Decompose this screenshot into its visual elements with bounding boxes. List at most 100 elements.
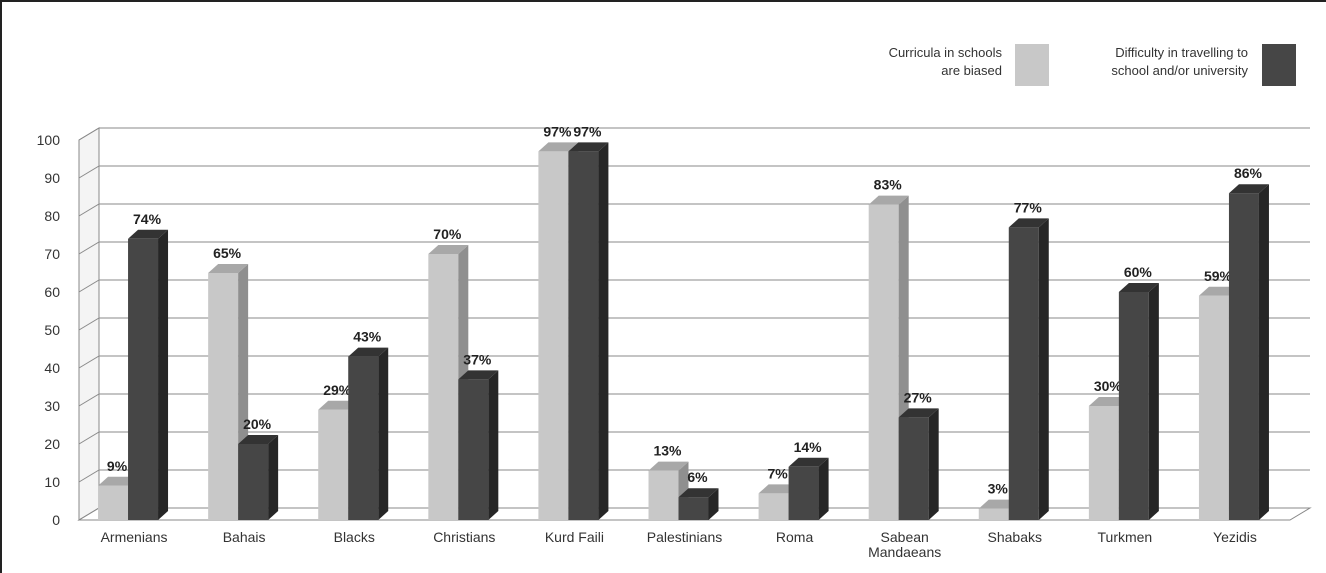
y-tick-label: 100 (37, 132, 61, 148)
bar-front (238, 444, 269, 520)
bar-top (898, 408, 939, 418)
bar-side (598, 142, 609, 520)
bar-front (538, 151, 569, 520)
legend-label-travelling: Difficulty in travelling to school and/o… (1048, 44, 1248, 80)
bar-top (678, 488, 719, 498)
x-tick-label: Armenians (101, 529, 168, 545)
bar-front (978, 508, 1009, 520)
bar-top (1228, 184, 1269, 194)
bar-top (458, 370, 499, 380)
data-label: 20% (243, 416, 272, 432)
bar-top (568, 142, 609, 152)
y-tick-label: 60 (44, 284, 60, 300)
x-tick-label: Sabean (881, 529, 929, 545)
bar-front (428, 254, 459, 520)
x-tick-label: Bahais (223, 529, 266, 545)
y-tick-label: 10 (44, 474, 60, 490)
bar-top (1008, 218, 1049, 228)
bar-side (928, 408, 939, 520)
bar-front (1198, 295, 1229, 520)
bar-top (788, 457, 829, 467)
x-tick-label: Yezidis (1213, 529, 1257, 545)
bar-side (708, 488, 719, 520)
bar-front (128, 238, 159, 521)
bar-side (378, 347, 389, 520)
data-label: 9% (107, 458, 128, 474)
bar-side (1038, 218, 1049, 520)
data-label: 74% (133, 211, 162, 227)
gridline (78, 165, 1310, 179)
data-label: 97% (573, 123, 602, 139)
bar-front (1118, 292, 1149, 520)
bar-top (648, 461, 689, 471)
data-label: 7% (767, 465, 788, 481)
bar-front (208, 273, 239, 520)
data-label: 60% (1124, 264, 1153, 280)
bar-top (208, 264, 249, 273)
bar-side (488, 370, 499, 520)
y-tick-label: 40 (44, 360, 60, 376)
data-label: 27% (904, 389, 933, 405)
bar-front (678, 497, 709, 520)
bar-front (1228, 193, 1259, 520)
bar-top (238, 435, 279, 444)
data-label: 6% (687, 469, 708, 485)
data-label: 59% (1204, 268, 1233, 284)
bar-side (268, 435, 279, 520)
legend-label-travelling-line-1: Difficulty in travelling to (1115, 45, 1248, 60)
bar-front (568, 151, 599, 520)
bar-front (788, 466, 819, 520)
data-label: 13% (653, 443, 682, 459)
bar-side (158, 229, 169, 521)
data-label: 86% (1234, 165, 1263, 181)
bar-side (1258, 184, 1269, 520)
bar-top (868, 195, 909, 205)
y-tick-label: 70 (44, 246, 60, 262)
bar-front (868, 204, 899, 520)
legend-label-curricula-line-1: Curricula in schools (888, 45, 1002, 60)
bar-side (818, 457, 829, 520)
x-tick-label: Palestinians (647, 529, 723, 545)
x-tick-label: Shabaks (988, 529, 1042, 545)
bar-front (1088, 406, 1119, 520)
y-tick-label: 30 (44, 398, 60, 414)
data-label: 43% (353, 329, 382, 345)
data-label: 14% (794, 439, 823, 455)
bar-front (758, 493, 789, 520)
bar-side (1148, 283, 1159, 520)
legend-label-travelling-line-2: school and/or university (1111, 63, 1248, 78)
legend-swatch-curricula (1015, 44, 1049, 86)
bar-front (348, 356, 379, 520)
data-label: 65% (213, 245, 242, 261)
y-tick-label: 20 (44, 436, 60, 452)
x-tick-label: Blacks (334, 529, 375, 545)
x-tick-label: Christians (433, 529, 495, 545)
data-label: 3% (988, 481, 1009, 497)
bar-front (458, 379, 489, 520)
x-tick-label: Turkmen (1098, 529, 1153, 545)
legend-label-curricula-line-2: are biased (941, 63, 1002, 78)
gridline (78, 241, 1310, 255)
bar-front (1008, 227, 1039, 520)
data-label: 77% (1014, 199, 1043, 215)
data-label: 70% (433, 226, 462, 242)
legend-label-curricula: Curricula in schools are biased (820, 44, 1002, 80)
data-label: 29% (323, 382, 352, 398)
bar-top (428, 245, 469, 254)
bar-top (128, 229, 169, 239)
gridline (78, 127, 1310, 141)
y-tick-label: 90 (44, 170, 60, 186)
x-tick-label: Mandaeans (868, 544, 941, 560)
gridline (78, 203, 1310, 217)
legend-swatch-travelling (1262, 44, 1296, 86)
bar-front (898, 417, 929, 520)
bar-top (1118, 283, 1159, 292)
bar-front (648, 470, 679, 520)
data-label: 30% (1094, 378, 1123, 394)
x-tick-label: Roma (776, 529, 814, 545)
y-tick-label: 80 (44, 208, 60, 224)
data-label: 83% (874, 177, 903, 193)
y-tick-label: 50 (44, 322, 60, 338)
